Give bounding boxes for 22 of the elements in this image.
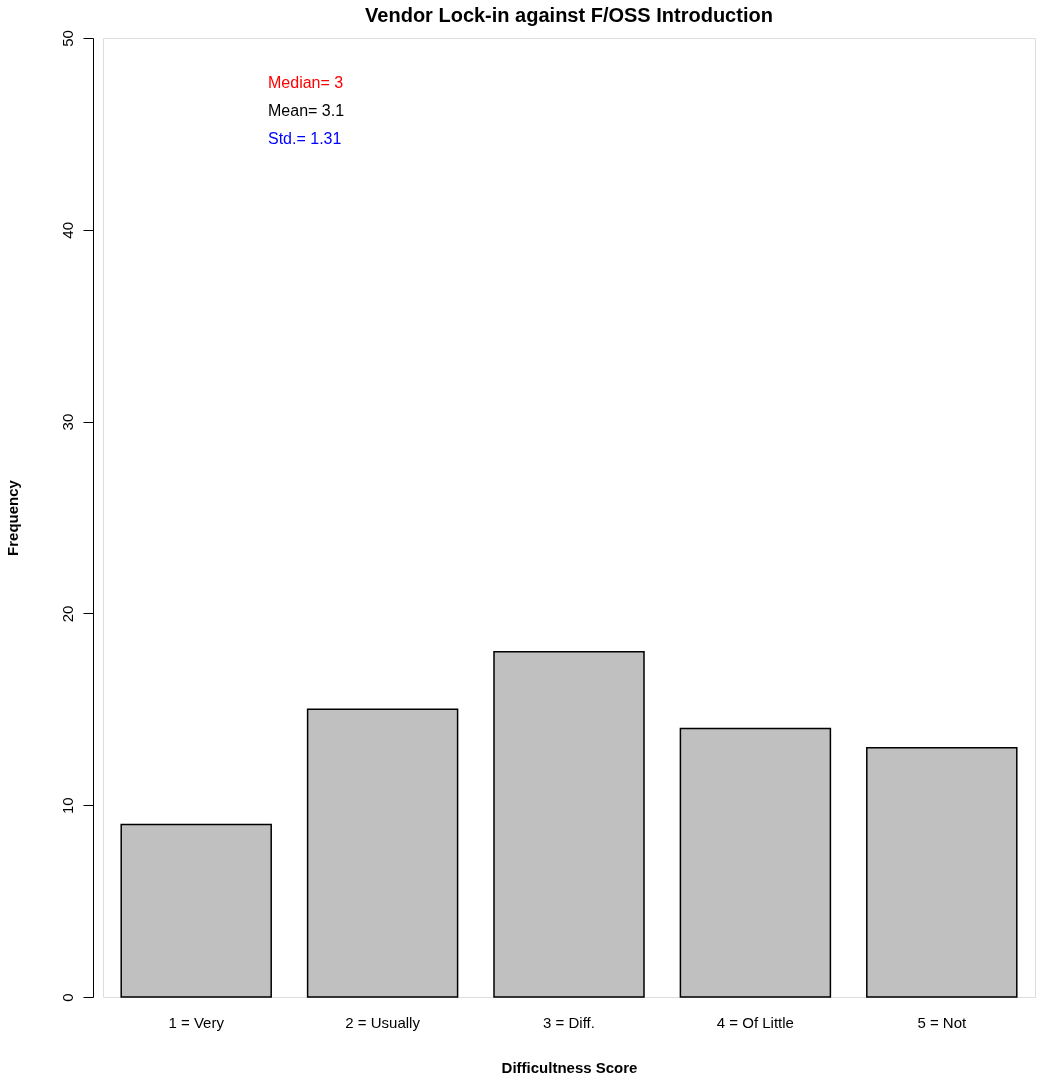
x-tick-label: 2 = Usually bbox=[345, 1013, 421, 1031]
y-tick-label: 40 bbox=[58, 221, 76, 239]
y-tick-label: 20 bbox=[58, 605, 76, 623]
y-tick-label: 30 bbox=[58, 413, 76, 431]
y-axis-title: Frequency bbox=[3, 479, 21, 556]
bar bbox=[866, 746, 1018, 998]
x-tick-label: 4 = Of Little bbox=[716, 1013, 794, 1031]
annotation: Median= 3 bbox=[268, 74, 344, 91]
x-tick-label: 1 = Very bbox=[168, 1013, 225, 1031]
y-tick-label: 0 bbox=[58, 993, 76, 1002]
x-tick-label: 3 = Diff. bbox=[543, 1013, 595, 1031]
bar bbox=[493, 651, 645, 998]
annotation: Std.= 1.31 bbox=[268, 130, 342, 147]
bar bbox=[679, 727, 832, 998]
y-tick-label: 10 bbox=[58, 797, 76, 815]
chart-title: Vendor Lock-in against F/OSS Introduction bbox=[365, 3, 773, 26]
bar bbox=[120, 823, 272, 998]
y-tick-label: 50 bbox=[58, 30, 76, 47]
x-axis-title: Difficultness Score bbox=[501, 1058, 638, 1076]
annotation: Mean= 3.1 bbox=[268, 102, 345, 119]
bar bbox=[306, 708, 459, 998]
x-tick-label: 5 = Not bbox=[917, 1013, 968, 1031]
